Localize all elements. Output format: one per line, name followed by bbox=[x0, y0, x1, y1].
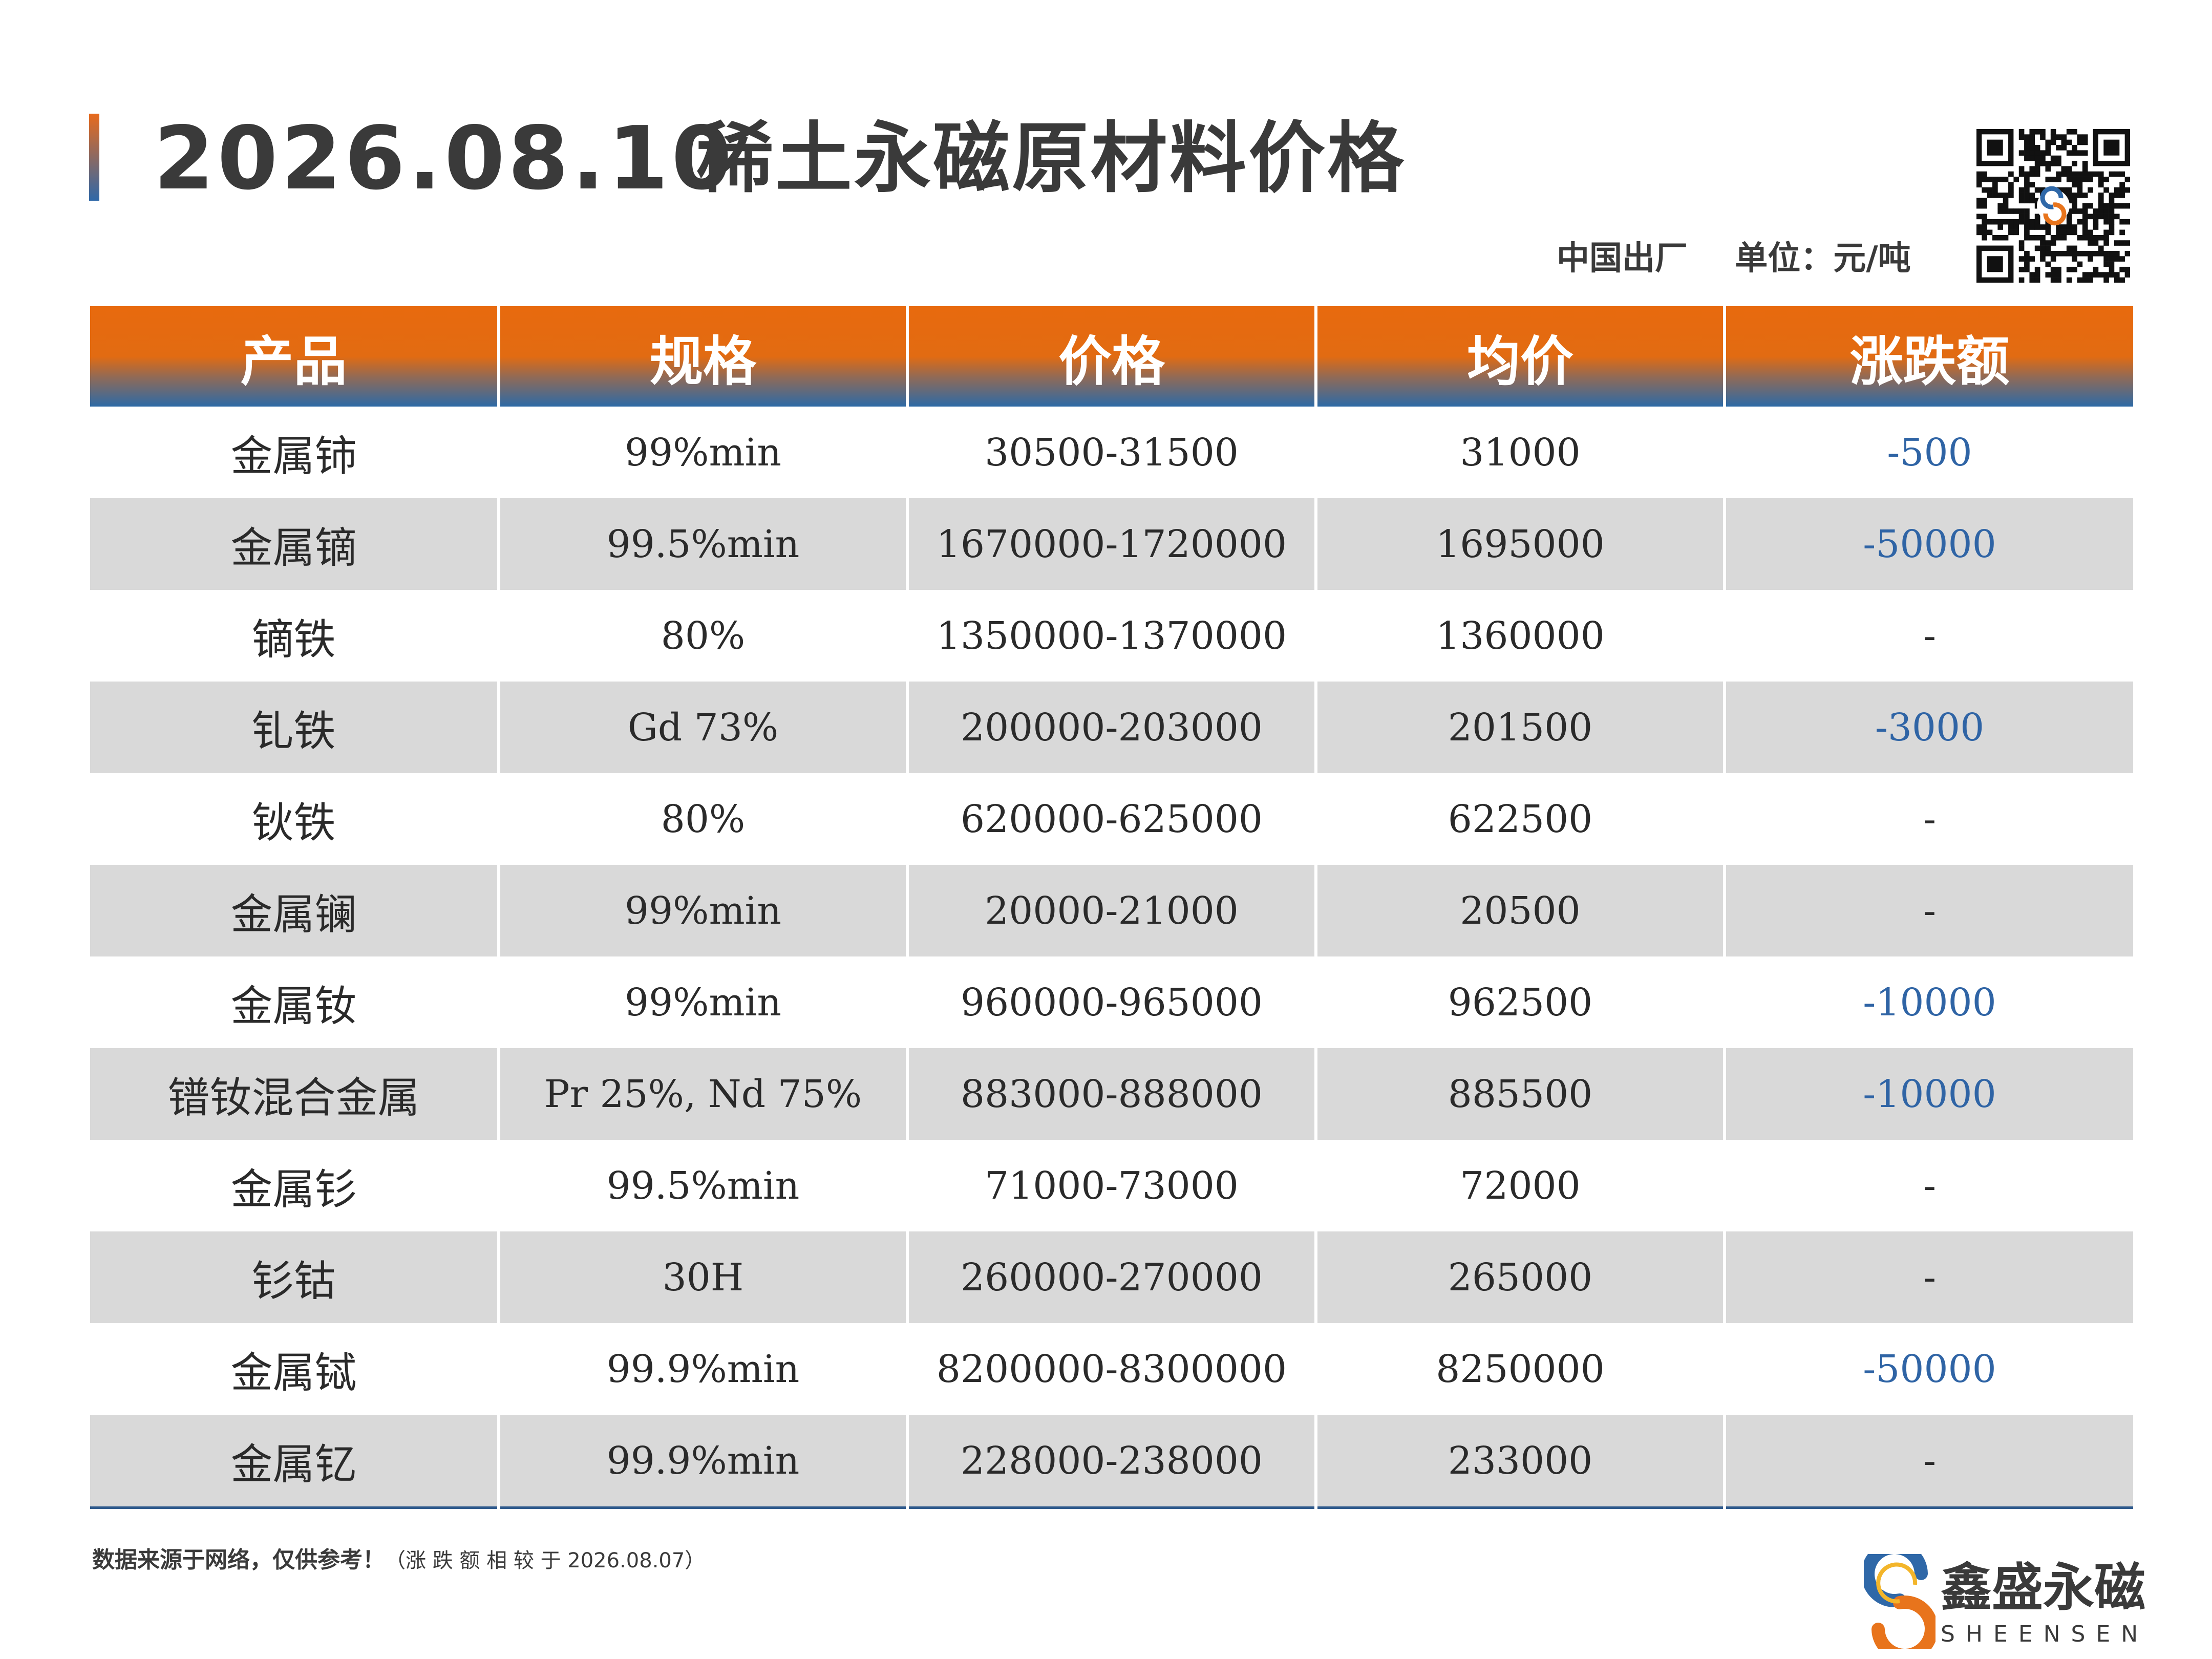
unit-label: 单位：元/吨 bbox=[1735, 240, 1911, 278]
change-cell: - bbox=[1923, 797, 1936, 841]
footnote-text: 数据来源于网络，仅供参考！ bbox=[92, 1547, 385, 1573]
change-cell: -500 bbox=[1887, 430, 1972, 475]
product-cell: 钐钴 bbox=[90, 1231, 500, 1323]
spec-cell: Pr 25%, Nd 75% bbox=[499, 1048, 909, 1140]
brand-name: 鑫盛永磁 bbox=[1941, 1558, 2145, 1618]
spec-cell: 99%min bbox=[499, 407, 909, 498]
price-cell: 200000-203000 bbox=[907, 682, 1317, 773]
column-header-product: 产品 bbox=[90, 306, 500, 407]
change-cell: - bbox=[1725, 1231, 2133, 1323]
product-cell: 金属镧 bbox=[90, 865, 500, 956]
column-header-price: 价格 bbox=[907, 306, 1317, 407]
spec-cell: 80% bbox=[499, 590, 909, 682]
page-title: 稀土永磁原材料价格 bbox=[696, 114, 1407, 203]
price-cell: 228000-238000 bbox=[907, 1415, 1317, 1509]
report-date: 2026.08.10 bbox=[154, 108, 735, 209]
table-row: 钐钴 30H 260000-270000 265000 - bbox=[90, 1231, 2133, 1323]
table-row: 钬铁 80% 620000-625000 622500 - bbox=[90, 773, 2133, 865]
product-cell: 钆铁 bbox=[90, 682, 500, 773]
average-cell: 1695000 bbox=[1316, 498, 1726, 590]
price-table: 产品 规格 价格 均价 涨跌额 金属铈 99%min 30500-31500 3… bbox=[90, 306, 2133, 1509]
price-cell: 620000-625000 bbox=[907, 773, 1317, 865]
product-cell: 金属钕 bbox=[90, 956, 500, 1048]
product-cell: 金属铈 bbox=[90, 407, 500, 498]
price-cell: 8200000-8300000 bbox=[907, 1323, 1317, 1415]
product-cell: 镨钕混合金属 bbox=[90, 1048, 500, 1140]
spec-cell: Gd 73% bbox=[499, 682, 909, 773]
average-cell: 962500 bbox=[1316, 956, 1726, 1048]
spec-cell: 99.5%min bbox=[499, 498, 909, 590]
price-cell: 71000-73000 bbox=[907, 1140, 1317, 1231]
title-accent-bar bbox=[89, 114, 99, 201]
change-cell: -3000 bbox=[1725, 682, 2133, 773]
table-row: 金属镧 99%min 20000-21000 20500 - bbox=[90, 865, 2133, 956]
average-cell: 233000 bbox=[1316, 1415, 1726, 1509]
average-cell: 201500 bbox=[1316, 682, 1726, 773]
price-cell: 20000-21000 bbox=[907, 865, 1317, 956]
average-cell: 31000 bbox=[1316, 407, 1726, 498]
price-cell: 1670000-1720000 bbox=[907, 498, 1317, 590]
spec-cell: 99.5%min bbox=[499, 1140, 909, 1231]
table-row: 钆铁 Gd 73% 200000-203000 201500 -3000 bbox=[90, 682, 2133, 773]
column-header-average: 均价 bbox=[1316, 306, 1726, 407]
change-cell: -10000 bbox=[1863, 980, 1996, 1025]
price-cell: 260000-270000 bbox=[907, 1231, 1317, 1323]
price-cell: 960000-965000 bbox=[907, 956, 1317, 1048]
change-cell: - bbox=[1725, 865, 2133, 956]
average-cell: 265000 bbox=[1316, 1231, 1726, 1323]
source-footnote: 数据来源于网络，仅供参考！（涨 跌 额 相 较 于 2026.08.07） bbox=[92, 1542, 705, 1579]
product-cell: 金属镝 bbox=[90, 498, 500, 590]
spec-cell: 99%min bbox=[499, 865, 909, 956]
table-row: 镝铁 80% 1350000-1370000 1360000 - bbox=[90, 590, 2133, 682]
spec-cell: 30H bbox=[499, 1231, 909, 1323]
change-cell: - bbox=[1923, 1163, 1936, 1208]
footnote-comparison-date: （涨 跌 额 相 较 于 2026.08.07） bbox=[385, 1549, 706, 1572]
spec-cell: 99%min bbox=[499, 956, 909, 1048]
origin-label: 中国出厂 bbox=[1557, 240, 1688, 278]
product-cell: 镝铁 bbox=[90, 590, 500, 682]
change-cell: - bbox=[1725, 1415, 2133, 1509]
product-cell: 钬铁 bbox=[90, 773, 500, 865]
price-cell: 883000-888000 bbox=[907, 1048, 1317, 1140]
brand-logo-icon bbox=[1861, 1541, 1938, 1659]
average-cell: 8250000 bbox=[1316, 1323, 1726, 1415]
average-cell: 72000 bbox=[1316, 1140, 1726, 1231]
spec-cell: 80% bbox=[499, 773, 909, 865]
table-row: 金属钕 99%min 960000-965000 962500 -10000 bbox=[90, 956, 2133, 1048]
brand-subtitle: SHEENSEN bbox=[1941, 1621, 2149, 1647]
product-cell: 金属钇 bbox=[90, 1415, 500, 1509]
price-cell: 30500-31500 bbox=[907, 407, 1317, 498]
qr-code-icon bbox=[1976, 129, 2130, 283]
table-row: 金属铽 99.9%min 8200000-8300000 8250000 -50… bbox=[90, 1323, 2133, 1415]
table-header-row: 产品 规格 价格 均价 涨跌额 bbox=[90, 306, 2133, 407]
table-row: 金属钐 99.5%min 71000-73000 72000 - bbox=[90, 1140, 2133, 1231]
change-cell: - bbox=[1923, 613, 1936, 658]
table-row: 金属钇 99.9%min 228000-238000 233000 - bbox=[90, 1415, 2133, 1509]
average-cell: 885500 bbox=[1316, 1048, 1726, 1140]
change-cell: -50000 bbox=[1863, 1347, 1996, 1391]
change-cell: -50000 bbox=[1725, 498, 2133, 590]
average-cell: 20500 bbox=[1316, 865, 1726, 956]
average-cell: 1360000 bbox=[1316, 590, 1726, 682]
table-row: 金属铈 99%min 30500-31500 31000 -500 bbox=[90, 407, 2133, 498]
origin-unit-line: 中国出厂 单位：元/吨 bbox=[1557, 236, 1911, 282]
price-cell: 1350000-1370000 bbox=[907, 590, 1317, 682]
change-cell: -10000 bbox=[1725, 1048, 2133, 1140]
column-header-change: 涨跌额 bbox=[1725, 306, 2133, 407]
product-cell: 金属铽 bbox=[90, 1323, 500, 1415]
spec-cell: 99.9%min bbox=[499, 1323, 909, 1415]
spec-cell: 99.9%min bbox=[499, 1415, 909, 1509]
table-row: 镨钕混合金属 Pr 25%, Nd 75% 883000-888000 8855… bbox=[90, 1048, 2133, 1140]
average-cell: 622500 bbox=[1316, 773, 1726, 865]
column-header-spec: 规格 bbox=[499, 306, 909, 407]
table-row: 金属镝 99.5%min 1670000-1720000 1695000 -50… bbox=[90, 498, 2133, 590]
product-cell: 金属钐 bbox=[90, 1140, 500, 1231]
